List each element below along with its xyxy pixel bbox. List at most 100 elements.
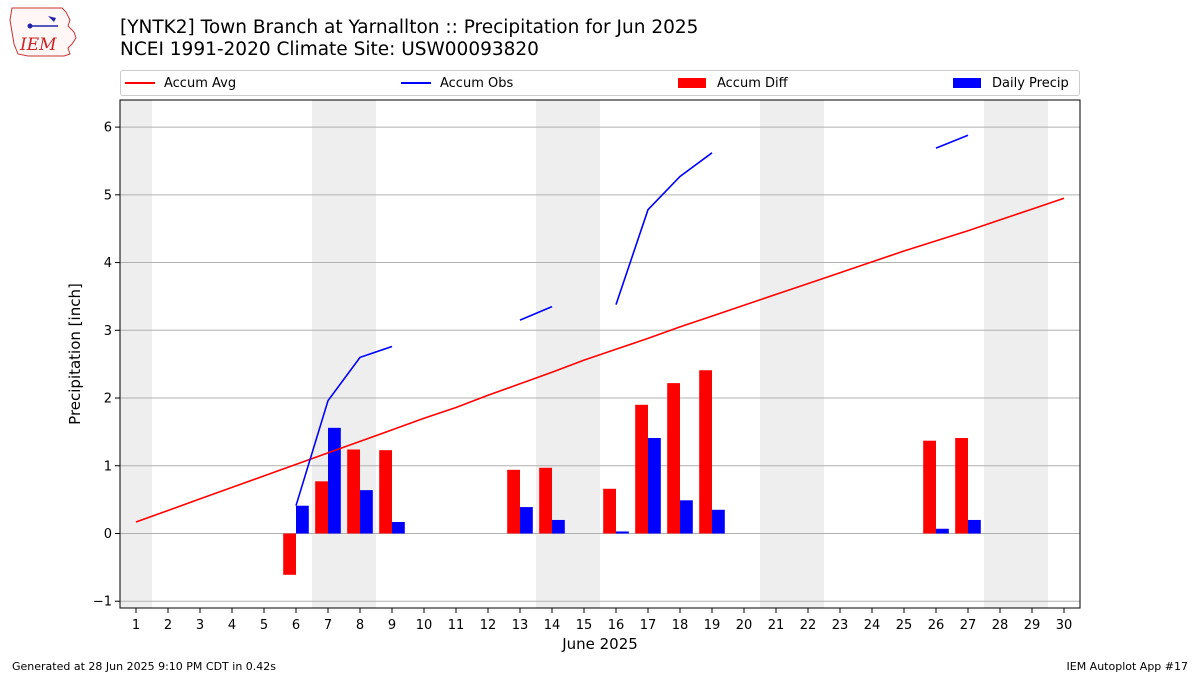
accum-diff-bar-8 [347,449,360,534]
footer-generated: Generated at 28 Jun 2025 9:10 PM CDT in … [12,660,277,673]
accum-diff-bar-18 [667,383,680,534]
x-tick-label: 3 [196,618,204,633]
weekend-band-22 [792,100,824,608]
x-tick-label: 9 [388,618,396,633]
x-tick-label: 29 [1024,618,1041,633]
legend: Accum Avg Accum Obs Accum Diff Daily Pre… [120,70,1080,96]
x-tick-label: 25 [896,618,913,633]
accum-diff-bar-26 [923,440,936,534]
accum-obs-line-2 [615,152,713,305]
x-tick-label: 17 [640,618,657,633]
lines [135,134,1065,523]
logo-text: IEM [19,35,57,55]
y-tick-label: −1 [93,595,112,610]
legend-item-daily-precip: Daily Precip [953,71,1069,95]
x-tick-label: 10 [416,618,433,633]
x-tick-label: 26 [928,618,945,633]
weekend-band-21 [760,100,792,608]
accum-diff-bar-19 [699,370,712,534]
x-tick-label: 14 [544,618,561,633]
legend-swatch-daily-precip [953,78,981,88]
legend-label-accum-diff: Accum Diff [717,75,788,91]
y-axis-label: Precipitation [inch] [66,283,84,425]
y-tick-label: 3 [104,324,112,339]
daily-precip-bar-9 [392,521,405,534]
accum-diff-bar-7 [315,481,328,534]
accum-obs-line-1 [519,305,553,321]
accum-diff-bar-16 [603,488,616,534]
daily-precip-bar-16 [616,531,629,534]
legend-item-accum-diff: Accum Diff [678,71,788,95]
accum-diff-bar-17 [635,404,648,534]
legend-label-accum-obs: Accum Obs [440,75,514,91]
x-tick-label: 1 [132,618,140,633]
x-axis-label: June 2025 [561,635,638,653]
legend-label-accum-avg: Accum Avg [164,75,237,91]
x-tick-label: 27 [960,618,977,633]
daily-precip-bar-26 [936,528,949,534]
legend-label-daily-precip: Daily Precip [992,75,1069,91]
station-icon [27,23,33,29]
x-tick-label: 23 [832,618,849,633]
y-tick-label: 0 [104,527,112,542]
plot-frame [119,99,1081,609]
weekend-shading [120,100,1048,608]
x-tick-label: 21 [768,618,785,633]
y-tick-label: 1 [104,459,112,474]
daily-precip-bar-19 [712,509,725,534]
wind-cup-icon [48,16,56,22]
x-tick-label: 13 [512,618,529,633]
accum-diff-bar-6 [283,533,296,575]
y-tick-label: 6 [104,121,112,136]
x-tick-label: 28 [992,618,1009,633]
accum-avg-line-0 [135,197,1065,523]
iem-logo: IEM [9,7,77,57]
legend-item-accum-avg: Accum Avg [125,71,236,95]
x-tick-label: 8 [356,618,364,633]
accum-obs-line-0 [295,345,393,506]
accum-diff-bar-9 [379,450,392,534]
daily-precip-bar-17 [648,437,661,534]
x-tick-label: 19 [704,618,721,633]
accum-diff-bar-14 [539,467,552,534]
gridlines [120,126,1080,602]
x-tick-label: 4 [228,618,236,633]
legend-swatch-accum-obs [401,82,431,84]
x-tick-label: 24 [864,618,881,633]
y-tick-label: 4 [104,256,112,271]
daily-precip-bar-6 [296,505,309,534]
x-tick-label: 18 [672,618,689,633]
accum-diff-bar-13 [507,469,520,534]
x-tick-label: 7 [324,618,332,633]
iowa-state-outline-icon [9,7,77,57]
x-tick-label: 5 [260,618,268,633]
weekend-band-28 [984,100,1016,608]
daily-precip-bar-8 [360,490,373,534]
bars [283,370,981,575]
daily-precip-bar-18 [680,500,693,534]
y-tick-label: 5 [104,188,112,203]
legend-swatch-accum-avg [125,82,155,84]
chart-subtitle: NCEI 1991-2020 Climate Site: USW00093820 [120,39,539,60]
daily-precip-bar-14 [552,519,565,534]
daily-precip-bar-13 [520,507,533,534]
accum-diff-bar-27 [955,437,968,534]
legend-swatch-accum-diff [678,78,706,88]
x-tick-label: 12 [480,618,497,633]
x-tick-label: 22 [800,618,817,633]
x-tick-label: 30 [1056,618,1073,633]
weekend-band-15 [568,100,600,608]
x-tick-label: 6 [292,618,300,633]
legend-item-accum-obs: Accum Obs [401,71,513,95]
x-tick-label: 2 [164,618,172,633]
weekend-band-1 [120,100,152,608]
daily-precip-bar-27 [968,519,981,534]
chart-title: [YNTK2] Town Branch at Yarnallton :: Pre… [120,17,699,38]
y-tick-label: 2 [104,392,112,407]
daily-precip-bar-7 [328,427,341,534]
accum-obs-line-3 [935,134,969,149]
footer-app: IEM Autoplot App #17 [1066,660,1189,673]
weekend-band-29 [1016,100,1048,608]
